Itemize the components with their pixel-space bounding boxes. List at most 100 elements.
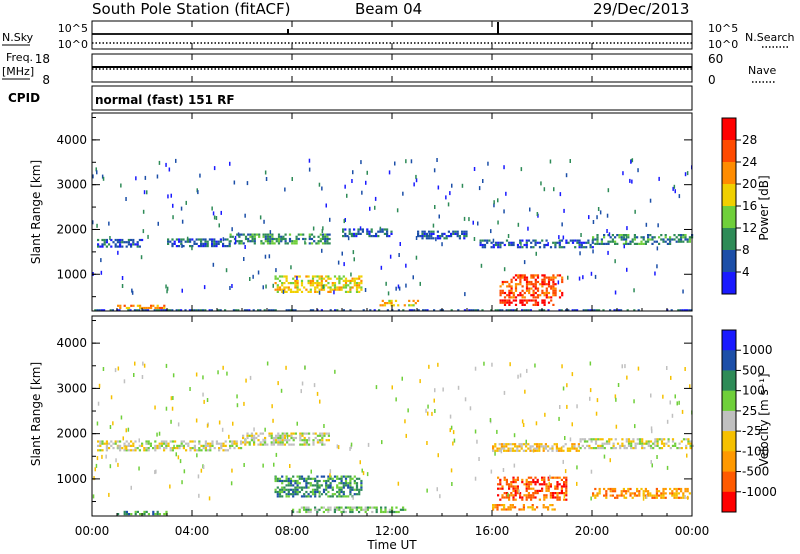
- date-title: 29/Dec/2013: [593, 0, 689, 18]
- power-colorbar-swatch-6: [722, 250, 736, 273]
- velocity-y-axis: 1000 2000 3000 4000: [56, 320, 692, 503]
- xtick-label-0: 00:00: [75, 524, 110, 538]
- beam-title: Beam 04: [355, 0, 422, 18]
- power-ytick-label-2: 3000: [56, 178, 87, 192]
- velocity-colorbar-label-7: -1000: [742, 485, 777, 499]
- velocity-colorbar-swatch-1: [722, 350, 736, 371]
- velocity-colorbar-swatch-5: [722, 431, 736, 452]
- power-panel-frame: [91, 112, 693, 312]
- time-xlabel: Time UT: [366, 538, 417, 552]
- power-colorbar-swatch-2: [722, 162, 736, 185]
- velocity-panel-frame: [91, 315, 693, 517]
- velocity-echo-band-1: [242, 432, 330, 446]
- power-colorbar-swatch-4: [722, 206, 736, 229]
- freq-tick-high: 18: [35, 52, 50, 66]
- power-colorbar-label-5: 24: [742, 155, 757, 169]
- nsky-label: N.Sky: [2, 31, 34, 44]
- velocity-colorbar-frame: [721, 329, 737, 513]
- velocity-colorbar-label-5: -100: [742, 444, 769, 458]
- power-echo-band-10: [117, 304, 166, 310]
- freq-tick-low: 8: [42, 73, 50, 87]
- station-title: South Pole Station (fitACF): [92, 0, 290, 18]
- power-colorbar-label-0: 4: [742, 265, 750, 279]
- velocity-colorbar-swatch-8: [722, 491, 736, 513]
- velocity-ylabel: Slant Range [km]: [29, 362, 43, 466]
- velocity-ytick-label-1: 2000: [56, 427, 87, 441]
- power-echo-band-1: [167, 238, 231, 248]
- nave-tick-high: 60: [708, 52, 723, 66]
- velocity-colorbar-label-4: -25: [742, 424, 762, 438]
- nsearch-tick-low: 10^0: [708, 38, 738, 51]
- power-colorbar-label-1: 8: [742, 243, 750, 257]
- power-colorbar-swatch-0: [722, 118, 736, 141]
- power-echo-band-2: [229, 233, 331, 245]
- power-ytick-label-1: 2000: [56, 222, 87, 236]
- cpid-panel: [91, 85, 693, 111]
- xtick-label-3: 12:00: [375, 524, 410, 538]
- power-echo-band-5: [479, 239, 594, 249]
- cpid-label: CPID: [8, 91, 40, 105]
- power-colorbar-label-2: 12: [742, 221, 757, 235]
- velocity-ytick-label-3: 4000: [56, 336, 87, 350]
- freq-unit: [MHz]: [2, 65, 34, 78]
- velocity-echo-band-5: [292, 506, 407, 514]
- velocity-ytick-label-2: 3000: [56, 381, 87, 395]
- velocity-echo-band-6: [497, 476, 568, 501]
- velocity-echo-band-3: [579, 438, 694, 450]
- velocity-colorbar-label-3: 25: [742, 404, 757, 418]
- power-echo-band-11: [379, 299, 420, 307]
- xtick-label-2: 08:00: [275, 524, 310, 538]
- xtick-label-6: 00:00: [675, 524, 710, 538]
- velocity-echo-band-4: [274, 475, 363, 498]
- velocity-colorbar-swatch-7: [722, 471, 736, 493]
- power-echo-band-6: [592, 234, 694, 245]
- power-echo-band-7: [274, 275, 363, 293]
- power-colorbar: 4 8 12 16 20 24 28: [721, 117, 757, 295]
- velocity-echo-band-2: [492, 443, 580, 452]
- nsky-tick-high: 10^5: [58, 22, 88, 35]
- velocity-colorbar-swatch-0: [722, 330, 736, 351]
- cpid-value: normal (fast) 151 RF: [95, 93, 235, 107]
- power-colorbar-label-3: 16: [742, 199, 757, 213]
- velocity-colorbar: 1000 500 100 25 -25 -100 -500 -1000: [721, 329, 777, 513]
- power-echo-band-9: [499, 299, 555, 306]
- power-colorbar-swatch-7: [722, 272, 736, 295]
- power-y-axis: 1000 2000 3000 4000: [56, 116, 692, 298]
- velocity-echo-band-0: [97, 440, 243, 452]
- nave-label: Nave: [748, 64, 776, 77]
- power-echo-band-12: [94, 309, 693, 312]
- velocity-colorbar-swatch-4: [722, 410, 736, 432]
- velocity-colorbar-label-2: 100: [742, 384, 765, 398]
- power-ytick-label-0: 1000: [56, 267, 87, 281]
- power-echo-band-4: [417, 230, 468, 240]
- velocity-echo-band-7: [492, 504, 556, 511]
- power-echo-band-3: [342, 228, 393, 238]
- nave-tick-low: 0: [708, 73, 716, 87]
- velocity-colorbar-label: Velocity [m s⁻¹]: [757, 373, 771, 466]
- power-echoes: [92, 158, 694, 312]
- velocity-colorbar-label-0: 1000: [742, 343, 773, 357]
- velocity-colorbar-label-1: 500: [742, 363, 765, 377]
- power-scatter-echoes: [92, 158, 693, 297]
- power-colorbar-swatch-5: [722, 228, 736, 251]
- velocity-scatter-echoes: [92, 361, 693, 501]
- time-x-axis: 00:00 04:00 08:00 12:00 16:00 20:00 00:00: [75, 21, 710, 538]
- nsearch-tick-high: 10^5: [708, 22, 738, 35]
- velocity-colorbar-swatch-6: [722, 451, 736, 472]
- xtick-label-1: 04:00: [175, 524, 210, 538]
- power-colorbar-label: Power [dB]: [757, 175, 771, 240]
- power-echo-band-0: [97, 238, 144, 248]
- velocity-colorbar-swatch-3: [722, 390, 736, 412]
- power-colorbar-label-4: 20: [742, 177, 757, 191]
- nsearch-label: N.Search: [745, 31, 795, 44]
- xtick-label-4: 16:00: [475, 524, 510, 538]
- velocity-echoes: [92, 361, 694, 516]
- velocity-colorbar-swatch-2: [722, 370, 736, 392]
- power-colorbar-swatch-3: [722, 184, 736, 207]
- nsky-tick-low: 10^0: [58, 38, 88, 51]
- velocity-echo-band-9: [592, 487, 691, 499]
- power-echo-band-8: [499, 274, 564, 299]
- power-colorbar-swatch-1: [722, 140, 736, 163]
- freq-label: Freq.: [6, 51, 33, 64]
